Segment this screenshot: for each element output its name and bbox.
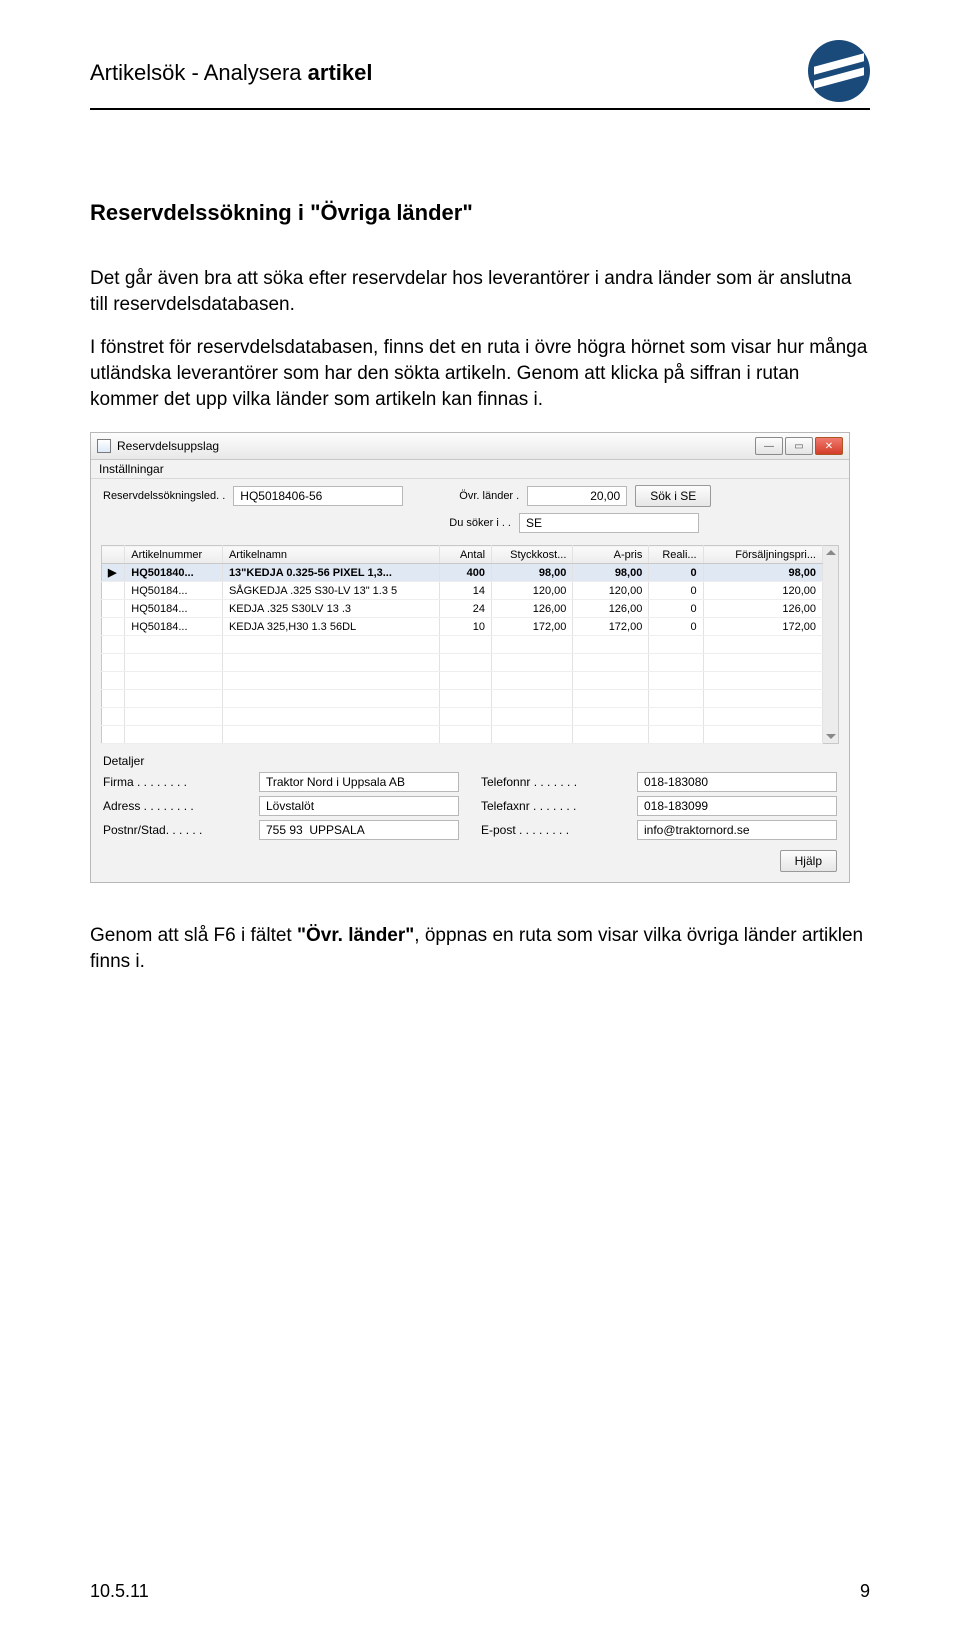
window-title: Reservdelsuppslag: [117, 439, 219, 453]
close-button[interactable]: ✕: [815, 437, 843, 455]
table-row[interactable]: [102, 690, 823, 708]
menubar: Inställningar: [91, 460, 849, 479]
section-title: Reservdelssökning i "Övriga länder": [90, 200, 870, 226]
ovr-lander-input[interactable]: [527, 486, 627, 506]
du-soker-i-input[interactable]: [519, 513, 699, 533]
table-row[interactable]: HQ50184...KEDJA 325,H30 1.3 56DL10172,00…: [102, 618, 823, 636]
table-row[interactable]: [102, 636, 823, 654]
page-title-plain: Artikelsök - Analysera: [90, 60, 308, 85]
ovr-lander-label: Övr. länder .: [459, 490, 519, 502]
window-icon: [97, 439, 111, 453]
para3-a: Genom att slå F6 i fältet: [90, 925, 297, 946]
detail-label: Postnr/Stad. . . . . .: [103, 823, 253, 837]
page-title: Artikelsök - Analysera artikel: [90, 60, 372, 86]
results-table: ArtikelnummerArtikelnamnAntalStyckkost..…: [101, 545, 823, 744]
table-row[interactable]: [102, 726, 823, 744]
page-footer: 10.5.11 9: [90, 1581, 870, 1602]
table-row[interactable]: HQ50184...SÅGKEDJA .325 S30-LV 13" 1.3 5…: [102, 582, 823, 600]
table-row[interactable]: HQ50184...KEDJA .325 S30LV 13 .324126,00…: [102, 600, 823, 618]
search-input[interactable]: [233, 486, 403, 506]
detail-value[interactable]: [259, 820, 459, 840]
detail-value[interactable]: [637, 796, 837, 816]
table-scrollbar[interactable]: [823, 545, 839, 744]
logo-icon: [808, 40, 870, 102]
detail-label: Firma . . . . . . . .: [103, 775, 253, 789]
detail-label: Telefaxnr . . . . . . .: [481, 799, 631, 813]
column-header[interactable]: Reali...: [649, 546, 703, 564]
detail-row: Telefonnr . . . . . . .: [481, 772, 837, 792]
hjalp-button[interactable]: Hjälp: [780, 850, 837, 872]
column-header[interactable]: Styckkost...: [492, 546, 573, 564]
detail-label: E-post . . . . . . . .: [481, 823, 631, 837]
page-title-bold: artikel: [308, 60, 373, 85]
detail-value[interactable]: [637, 772, 837, 792]
table-row[interactable]: [102, 654, 823, 672]
detail-row: Telefaxnr . . . . . . .: [481, 796, 837, 816]
column-header[interactable]: Artikelnamn: [222, 546, 439, 564]
para3-b: "Övr. länder": [297, 925, 414, 946]
column-header[interactable]: Antal: [439, 546, 491, 564]
minimize-button[interactable]: —: [755, 437, 783, 455]
column-header[interactable]: A-pris: [573, 546, 649, 564]
titlebar: Reservdelsuppslag — ▭ ✕: [91, 433, 849, 460]
detail-value[interactable]: [259, 772, 459, 792]
column-header[interactable]: Artikelnummer: [125, 546, 223, 564]
table-row[interactable]: [102, 708, 823, 726]
reservdel-window: Reservdelsuppslag — ▭ ✕ Inställningar Re…: [90, 432, 850, 883]
detail-label: Telefonnr . . . . . . .: [481, 775, 631, 789]
footer-left: 10.5.11: [90, 1581, 149, 1602]
detail-label: Adress . . . . . . . .: [103, 799, 253, 813]
search-label: Reservdelssökningsled. .: [103, 490, 225, 502]
maximize-button[interactable]: ▭: [785, 437, 813, 455]
details-title: Detaljer: [103, 754, 837, 768]
detail-row: E-post . . . . . . . .: [481, 820, 837, 840]
sok-i-se-button[interactable]: Sök i SE: [635, 485, 711, 507]
detail-row: Firma . . . . . . . .: [103, 772, 459, 792]
column-header[interactable]: Försäljningspri...: [703, 546, 822, 564]
paragraph-3: Genom att slå F6 i fältet "Övr. länder",…: [90, 923, 870, 974]
paragraph-1: Det går även bra att söka efter reservde…: [90, 266, 870, 317]
footer-right: 9: [860, 1581, 870, 1602]
detail-value[interactable]: [637, 820, 837, 840]
table-row[interactable]: [102, 672, 823, 690]
detail-row: Adress . . . . . . . .: [103, 796, 459, 816]
du-soker-i-label: Du söker i . .: [449, 517, 511, 529]
detail-row: Postnr/Stad. . . . . .: [103, 820, 459, 840]
menu-installningar[interactable]: Inställningar: [99, 462, 164, 476]
table-row[interactable]: ▶HQ501840...13"KEDJA 0.325-56 PIXEL 1,3.…: [102, 564, 823, 582]
page-header: Artikelsök - Analysera artikel: [90, 60, 870, 110]
paragraph-2: I fönstret för reservdelsdatabasen, finn…: [90, 335, 870, 412]
detail-value[interactable]: [259, 796, 459, 816]
